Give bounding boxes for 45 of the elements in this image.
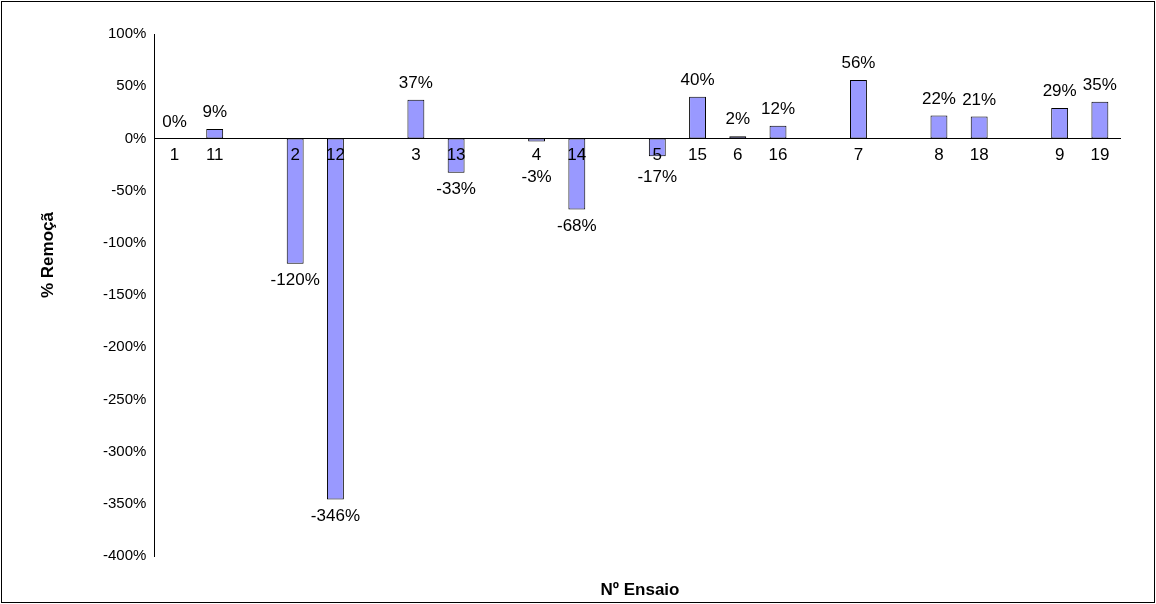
y-tick-label: -200% — [103, 337, 147, 355]
data-label: 37% — [398, 72, 433, 92]
data-label: 29% — [1042, 81, 1077, 101]
x-tick-label: 1 — [169, 144, 180, 164]
x-tick-label: 2 — [290, 144, 300, 164]
x-tick-label: 18 — [969, 144, 989, 164]
data-label: 9% — [202, 102, 227, 122]
data-label: 2% — [725, 109, 751, 129]
y-tick-label: -350% — [103, 493, 147, 511]
y-tick-label: -250% — [103, 389, 147, 407]
x-tick-label: 3 — [411, 144, 421, 164]
x-tick-label: 19 — [1090, 144, 1110, 164]
y-axis-title: % Remoçã — [38, 212, 58, 298]
data-label: -120% — [270, 269, 320, 289]
x-tick-label: 8 — [934, 144, 944, 164]
data-label: 0% — [162, 111, 187, 131]
x-tick-label: 9 — [1054, 144, 1065, 164]
x-tick-label: 6 — [733, 144, 743, 164]
y-tick-label: -300% — [103, 441, 147, 459]
data-label: 22% — [921, 88, 956, 108]
data-label: 40% — [680, 69, 715, 89]
x-tick-label: 14 — [567, 144, 587, 164]
y-tick-label: 0% — [124, 128, 147, 146]
data-label: -68% — [556, 215, 597, 235]
x-tick-label: 15 — [688, 144, 707, 164]
data-label: 56% — [841, 53, 876, 73]
y-tick-label: 100% — [107, 24, 147, 42]
y-tick-label: 50% — [116, 76, 147, 94]
y-tick-label: -400% — [103, 546, 147, 564]
data-label: -3% — [521, 166, 552, 186]
x-tick-label: 11 — [205, 144, 224, 164]
data-label: -17% — [637, 166, 678, 186]
x-tick-label: 16 — [768, 144, 788, 164]
x-tick-label: 13 — [446, 144, 466, 164]
y-tick-label: -50% — [111, 180, 147, 198]
x-tick-label: 4 — [531, 144, 542, 164]
data-label: 21% — [962, 89, 997, 109]
data-label: 35% — [1082, 75, 1117, 95]
data-label: 12% — [760, 99, 796, 119]
data-label: -346% — [310, 505, 360, 525]
y-tick-label: -150% — [103, 285, 147, 303]
x-tick-label: 7 — [853, 144, 864, 164]
y-tick-label: -100% — [103, 232, 147, 250]
x-axis-title: Nº Ensaio — [599, 580, 681, 600]
data-label: -33% — [436, 179, 476, 199]
